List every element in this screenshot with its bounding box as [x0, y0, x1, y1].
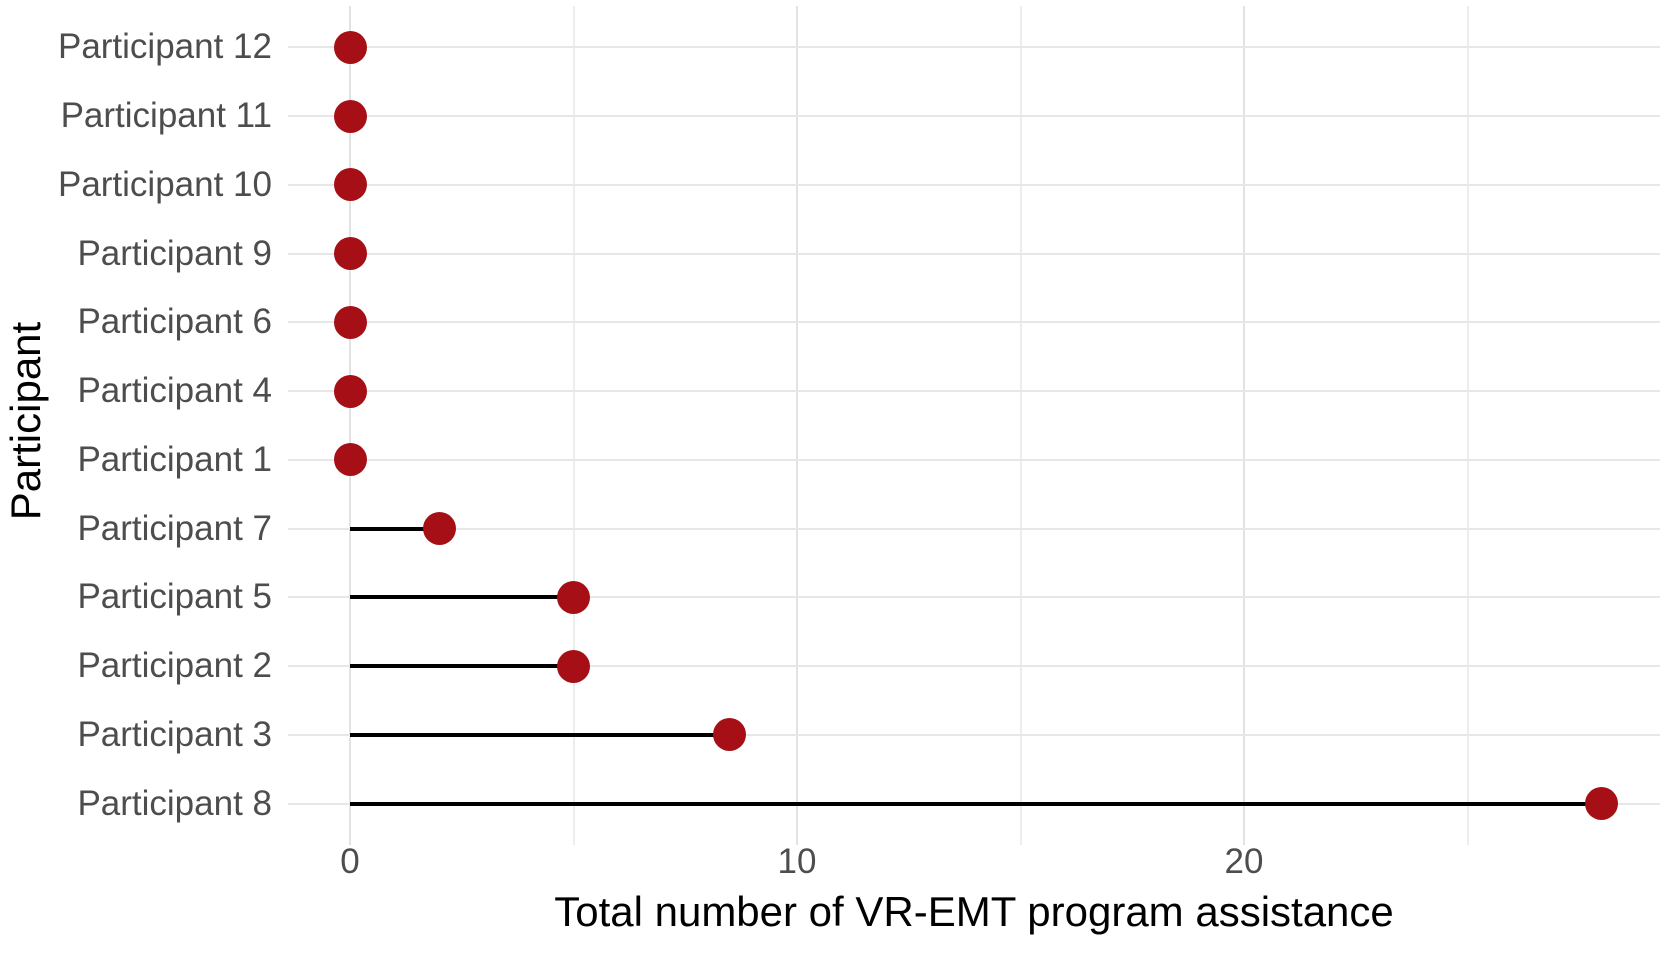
x-major-gridline	[796, 6, 798, 845]
x-axis-title: Total number of VR-EMT program assistanc…	[554, 888, 1394, 935]
y-tick-label: Participant 12	[57, 27, 272, 67]
y-major-gridline	[288, 596, 1660, 599]
data-point	[333, 237, 367, 271]
x-major-gridline	[349, 6, 351, 845]
x-minor-gridline	[1019, 6, 1022, 845]
x-minor-gridline	[572, 6, 575, 845]
lollipop-stem	[350, 801, 1602, 806]
y-tick-label: Participant 2	[77, 646, 272, 686]
y-tick-label: Participant 4	[77, 371, 272, 411]
y-major-gridline	[288, 321, 1660, 324]
data-point	[333, 374, 367, 408]
data-point	[333, 305, 367, 339]
x-major-gridline	[1243, 6, 1245, 845]
data-point	[333, 168, 367, 202]
y-tick-label: Participant 1	[77, 439, 272, 479]
y-tick-label: Participant 5	[77, 577, 272, 617]
y-tick-label: Participant 9	[77, 233, 272, 273]
y-tick-label: Participant 7	[77, 508, 272, 548]
x-minor-gridline	[1466, 6, 1469, 845]
data-point	[557, 580, 590, 614]
y-major-gridline	[288, 458, 1660, 461]
y-major-gridline	[288, 46, 1660, 49]
lollipop-stem	[350, 664, 574, 669]
y-tick-label: Participant 6	[77, 302, 272, 342]
data-point	[333, 99, 367, 133]
y-major-gridline	[288, 527, 1660, 530]
y-tick-label: Participant 8	[77, 783, 272, 823]
y-major-gridline	[288, 252, 1660, 255]
y-tick-label: Participant 10	[57, 164, 272, 204]
data-point	[557, 649, 590, 683]
x-tick-label: 0	[340, 842, 360, 881]
data-point	[333, 30, 367, 64]
y-axis-title: Participant	[2, 321, 49, 521]
lollipop-stem	[350, 732, 730, 737]
data-point	[1585, 787, 1619, 821]
data-point	[713, 718, 747, 752]
y-major-gridline	[288, 183, 1660, 186]
y-major-gridline	[288, 115, 1660, 118]
y-tick-label: Participant 11	[60, 96, 272, 136]
data-point	[422, 512, 456, 546]
x-tick-label: 10	[777, 842, 817, 881]
data-point	[333, 443, 367, 477]
y-major-gridline	[288, 390, 1660, 393]
y-tick-label: Participant 3	[77, 714, 272, 754]
y-major-gridline	[288, 665, 1660, 668]
lollipop-stem	[350, 526, 440, 531]
y-major-gridline	[288, 733, 1660, 736]
x-tick-label: 20	[1224, 842, 1264, 881]
lollipop-stem	[350, 595, 574, 600]
